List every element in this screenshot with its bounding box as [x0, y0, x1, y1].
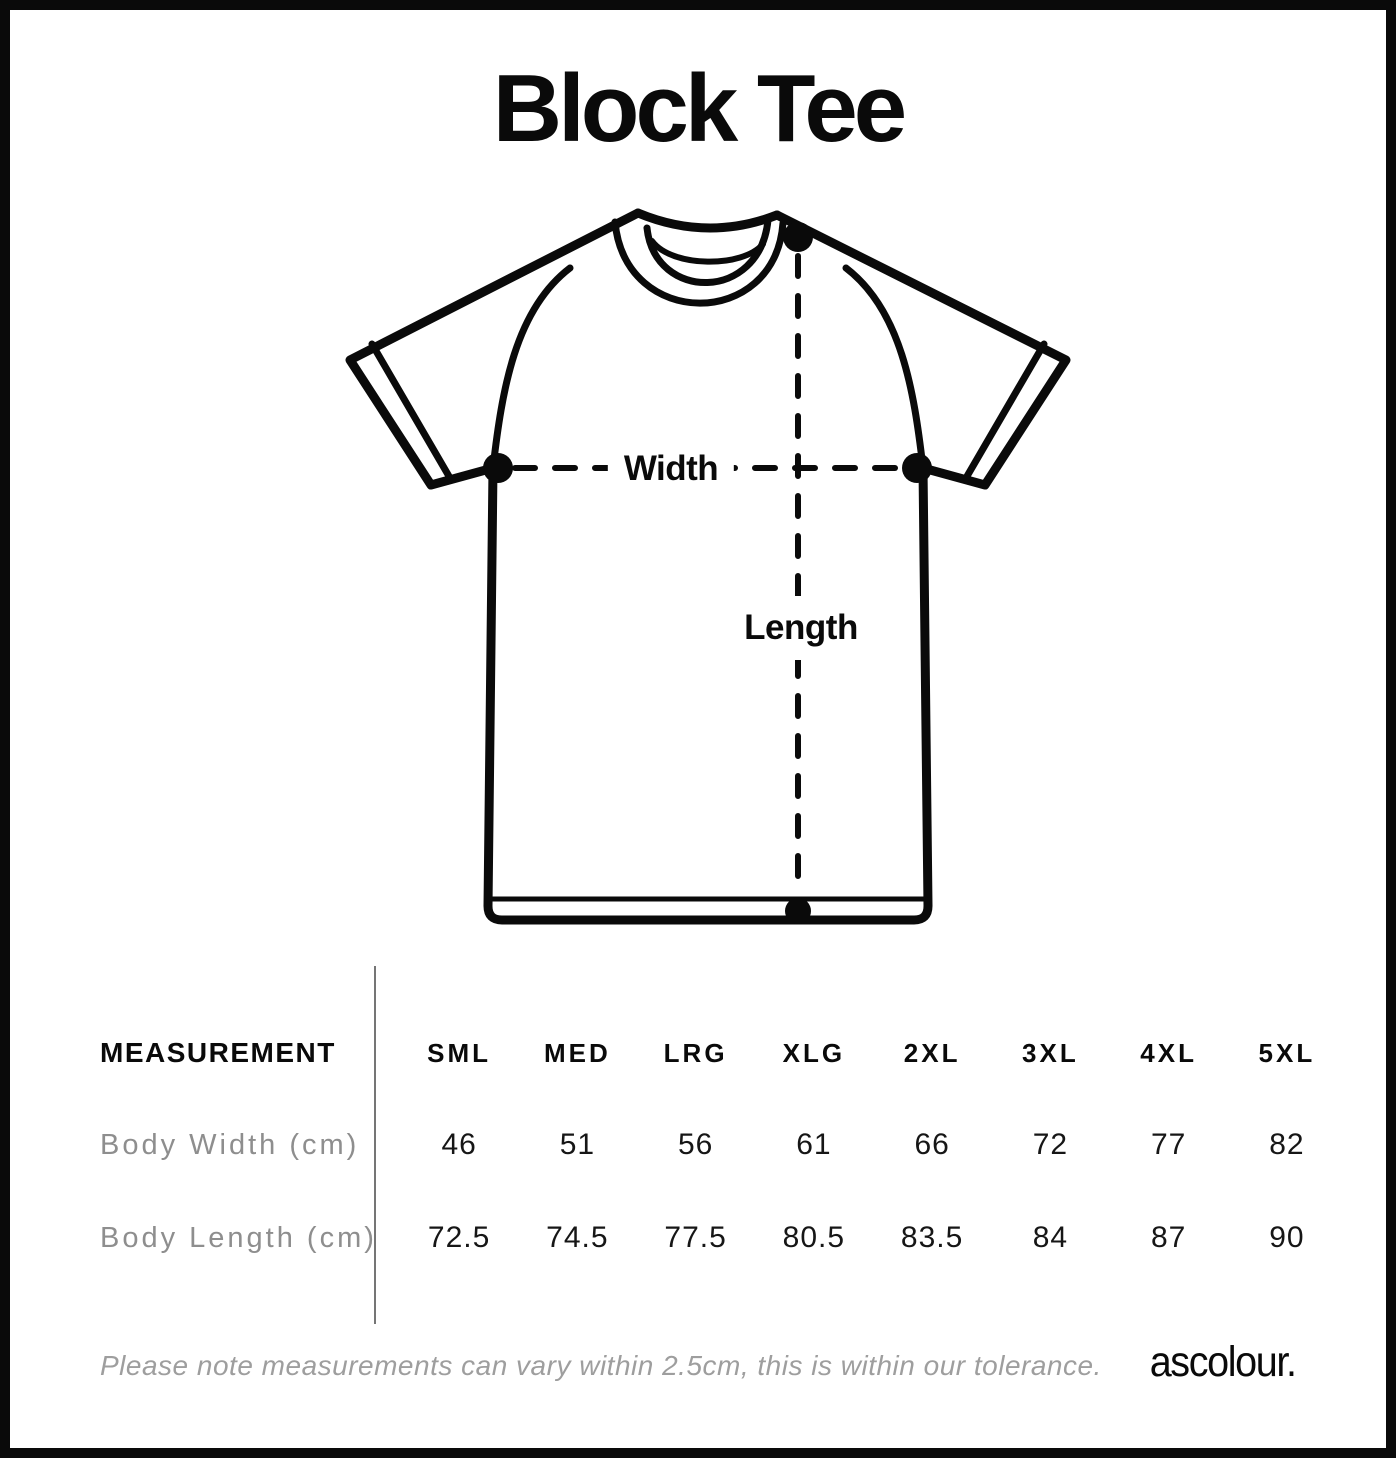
tshirt-diagram: Width Length [10, 10, 1386, 970]
left-cuff-seam [368, 340, 454, 482]
collar-outer-arc [611, 218, 787, 307]
table-row-body-width: Body Width (cm) 46 51 56 61 66 72 77 82 [100, 1127, 1346, 1163]
value-cell: 46 [441, 1128, 477, 1161]
value-cell: 66 [914, 1128, 950, 1161]
tshirt-outline-drawing [345, 208, 1071, 925]
left-sleeve [345, 208, 643, 490]
collar-top-edge [633, 208, 782, 233]
left-armhole [489, 264, 574, 472]
value-cell: 80.5 [782, 1221, 846, 1254]
row-label-body-length: Body Length (cm) [100, 1221, 377, 1254]
header-size-xlg: XLG [782, 1037, 846, 1068]
table-divider-line [374, 966, 376, 1324]
brand-logo: ascolour. [1150, 1338, 1297, 1386]
header-size-sml: SML [427, 1037, 492, 1068]
page-title: Block Tee [492, 55, 907, 162]
table-row-body-length: Body Length (cm) 72.5 74.5 77.5 80.5 83.… [100, 1220, 1346, 1256]
value-cell: 90 [1269, 1221, 1305, 1254]
header-size-5xl: 5XL [1258, 1037, 1316, 1068]
value-cell: 74.5 [546, 1221, 609, 1254]
header-size-2xl: 2XL [903, 1037, 961, 1068]
value-cell: 56 [677, 1128, 714, 1161]
length-label: Length [738, 596, 864, 660]
header-size-4xl: 4XL [1140, 1037, 1197, 1068]
value-cell: 72 [1032, 1128, 1069, 1161]
value-cell: 77.5 [664, 1221, 727, 1254]
width-label: Width [607, 447, 735, 491]
shoulder-point-dot [783, 222, 813, 252]
value-cell: 87 [1150, 1221, 1187, 1254]
header-size-3xl: 3XL [1022, 1037, 1079, 1068]
row-label-body-width: Body Width (cm) [100, 1128, 360, 1161]
right-armhole [842, 264, 927, 472]
value-cell: 72.5 [427, 1221, 491, 1254]
value-cell: 84 [1032, 1221, 1069, 1254]
value-cell: 51 [559, 1128, 596, 1161]
hem-dot [785, 898, 811, 924]
value-cell: 61 [796, 1128, 832, 1161]
header-size-med: MED [543, 1037, 611, 1068]
tolerance-note: Please note measurements can vary within… [100, 1350, 1102, 1381]
header-measurement: MEASUREMENT [100, 1037, 336, 1068]
torso-outline [483, 463, 933, 925]
header-size-lrg: LRG [663, 1037, 728, 1068]
value-cell: 77 [1150, 1128, 1187, 1161]
collar-back-neck-arc [649, 238, 766, 265]
left-armpit-dot [483, 453, 513, 483]
right-sleeve [772, 210, 1071, 490]
right-cuff-seam [962, 340, 1048, 482]
value-cell: 83.5 [900, 1221, 964, 1254]
table-header-row: MEASUREMENT SML MED LRG XLG 2XL 3XL 4XL … [100, 1035, 1346, 1071]
right-armpit-dot [902, 453, 932, 483]
value-cell: 82 [1269, 1128, 1305, 1161]
